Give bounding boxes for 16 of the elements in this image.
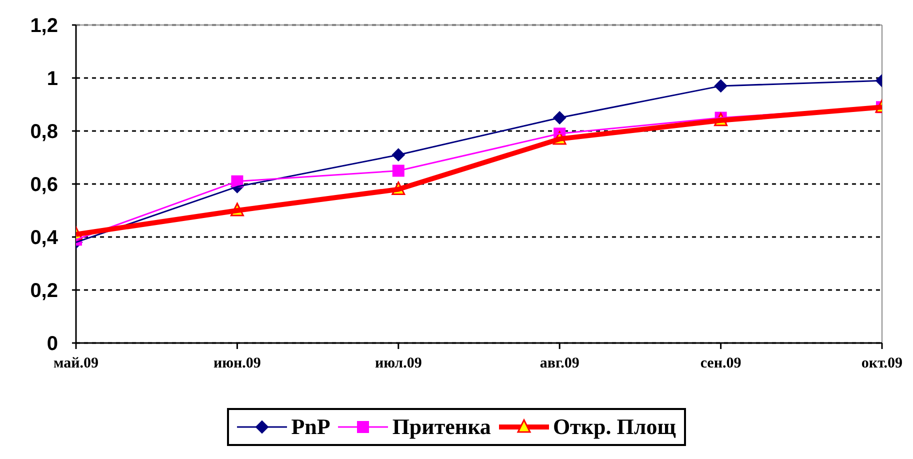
x-tick-label: окт.09 xyxy=(861,356,903,372)
legend-label: PnP xyxy=(291,414,330,440)
x-tick-label: сен.09 xyxy=(700,356,742,372)
x-tick-label: июн.09 xyxy=(213,356,261,372)
y-tick-label: 0 xyxy=(46,333,58,356)
legend-label: Притенка xyxy=(392,414,491,440)
y-tick-label: 1 xyxy=(46,68,58,90)
x-tick-label: май.09 xyxy=(53,356,99,372)
legend-label: Откр. Площ xyxy=(552,414,676,440)
y-tick-label: 1,2 xyxy=(30,15,58,38)
x-tick-label: июл.09 xyxy=(374,356,422,372)
y-tick-label: 0,4 xyxy=(30,227,59,250)
y-tick-label: 0,8 xyxy=(30,121,58,144)
x-tick-label: авг.09 xyxy=(540,356,580,372)
y-tick-label: 0,6 xyxy=(30,174,58,196)
y-tick-label: 0,2 xyxy=(30,280,58,302)
